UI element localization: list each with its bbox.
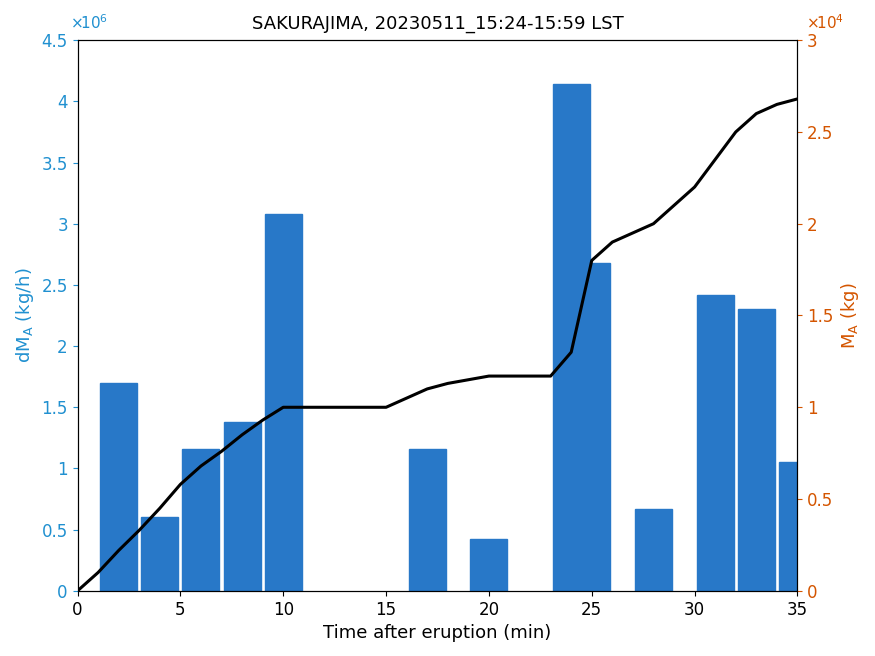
X-axis label: Time after eruption (min): Time after eruption (min): [324, 624, 551, 642]
Bar: [635, 509, 672, 591]
Bar: [409, 449, 445, 591]
Bar: [696, 295, 734, 591]
Bar: [265, 214, 302, 591]
Y-axis label: M$_\mathregular{A}$ (kg): M$_\mathregular{A}$ (kg): [839, 282, 861, 349]
Text: $\times\!10^4$: $\times\!10^4$: [806, 13, 844, 32]
Title: SAKURAJIMA, 20230511_15:24-15:59 LST: SAKURAJIMA, 20230511_15:24-15:59 LST: [252, 15, 623, 33]
Bar: [183, 449, 220, 591]
Bar: [141, 518, 178, 591]
Bar: [779, 462, 816, 591]
Bar: [553, 84, 590, 591]
Bar: [100, 383, 137, 591]
Text: $\times\!10^6$: $\times\!10^6$: [70, 13, 108, 32]
Bar: [573, 263, 610, 591]
Bar: [224, 422, 261, 591]
Bar: [738, 310, 775, 591]
Bar: [471, 539, 508, 591]
Y-axis label: dM$_\mathregular{A}$ (kg/h): dM$_\mathregular{A}$ (kg/h): [14, 268, 36, 363]
